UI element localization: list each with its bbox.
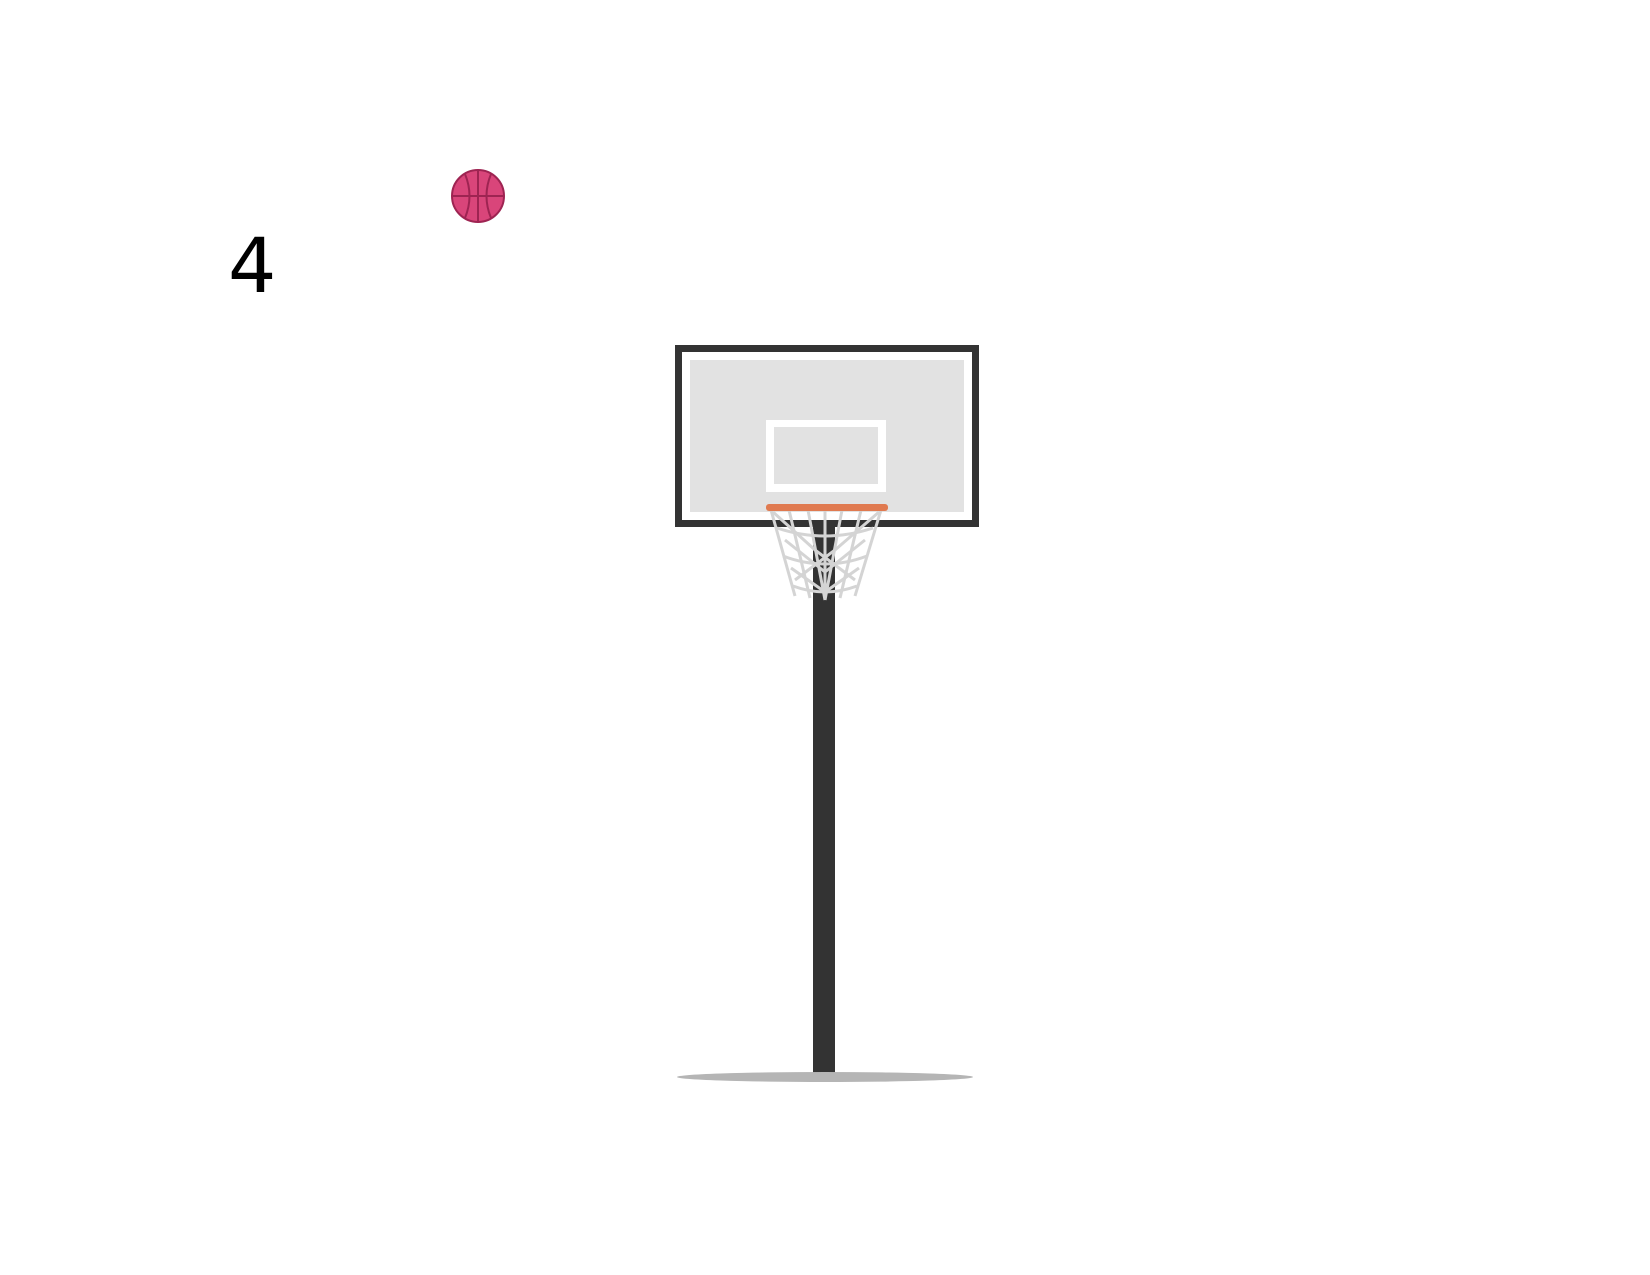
basketball-hoop — [665, 340, 985, 1120]
hoop-pole — [813, 510, 835, 1075]
hoop-rim — [766, 504, 888, 511]
net-strand — [794, 510, 880, 582]
basketball-graphic[interactable] — [450, 168, 506, 224]
net-strand — [776, 526, 874, 538]
net-strand — [769, 509, 797, 597]
net-strand — [792, 584, 858, 594]
score-counter: 4 — [228, 221, 277, 310]
net-strand — [823, 509, 844, 601]
net-strand — [784, 538, 866, 574]
basketball-icon[interactable] — [450, 168, 506, 224]
hoop-graphic — [675, 345, 979, 1082]
net-strand — [853, 509, 883, 597]
net-strand — [806, 509, 827, 601]
target-square-inner — [774, 427, 878, 484]
net-strand — [782, 554, 868, 566]
ball-seam-left — [464, 173, 471, 219]
ball-seam-right — [485, 173, 492, 219]
net-strand — [838, 509, 863, 599]
pole-shadow — [677, 1072, 973, 1082]
net-strand — [787, 509, 812, 599]
hoop-net — [769, 509, 883, 601]
net-strand — [771, 510, 856, 582]
